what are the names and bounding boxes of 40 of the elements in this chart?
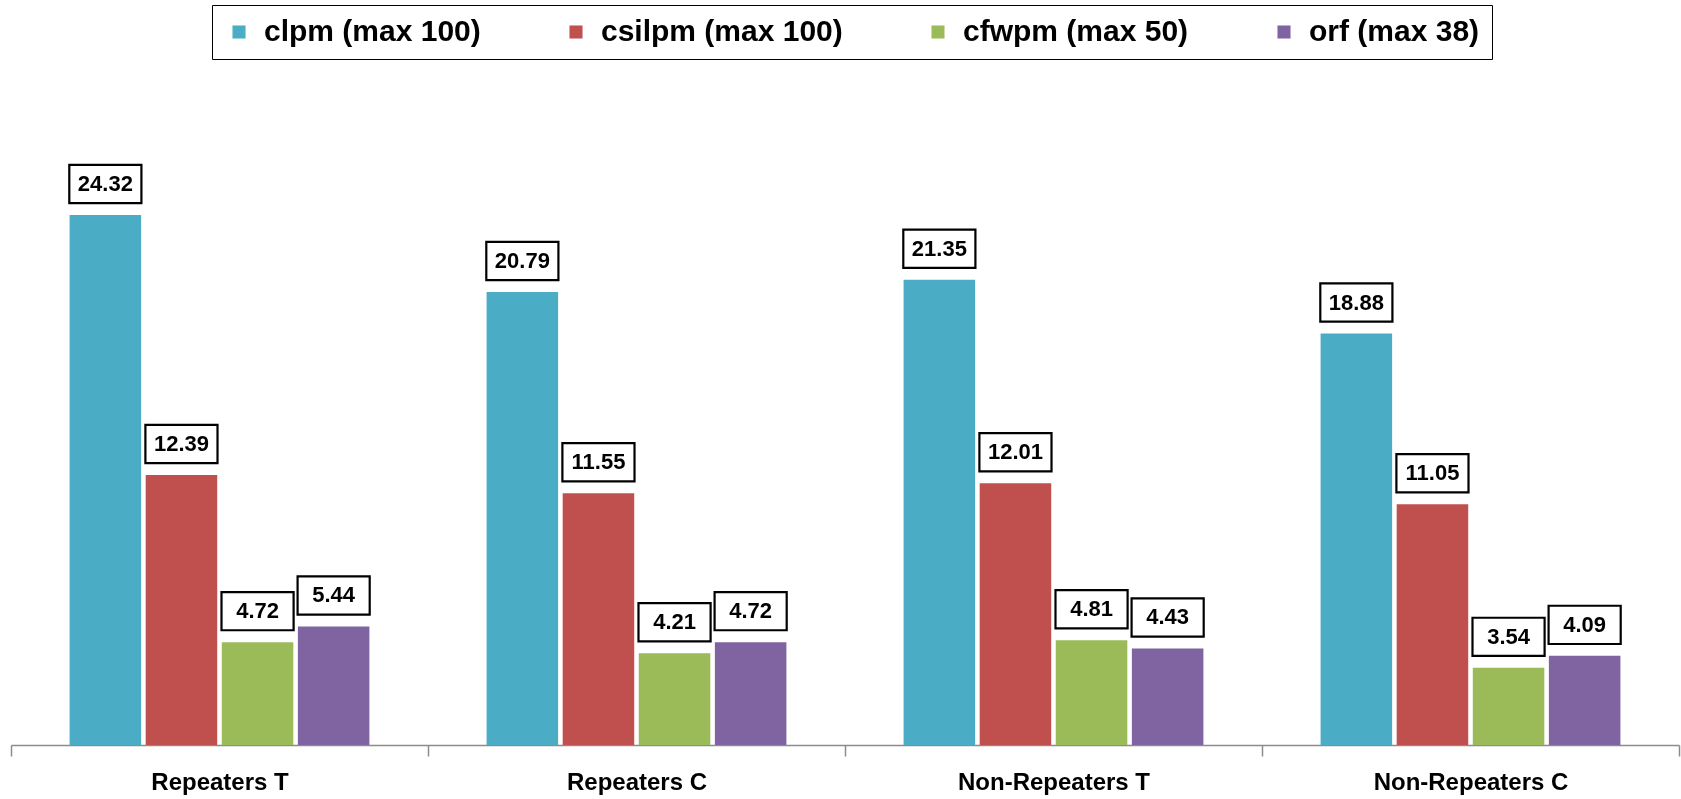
bar	[69, 215, 142, 745]
bar	[1320, 333, 1393, 745]
x-tick-label: Non-Repeaters C	[1373, 767, 1569, 795]
legend-label: orf (max 38)	[1309, 14, 1480, 47]
legend-label: clpm (max 100)	[264, 14, 481, 47]
data-label: 3.54	[1487, 623, 1531, 649]
bar	[1131, 648, 1204, 745]
data-label: 12.01	[987, 439, 1043, 465]
data-label: 12.39	[153, 430, 209, 456]
data-label: 4.43	[1146, 604, 1190, 630]
data-label: 5.44	[312, 582, 356, 608]
bar	[562, 493, 635, 745]
x-tick-label: Repeaters T	[151, 767, 290, 795]
bar	[297, 626, 370, 745]
bar	[638, 653, 711, 745]
bar	[1548, 655, 1621, 745]
data-label: 4.72	[729, 598, 773, 624]
bar	[221, 642, 294, 745]
data-label: 4.72	[236, 598, 279, 624]
bar	[145, 474, 218, 745]
x-tick-label: Repeaters C	[566, 767, 708, 795]
bar	[1055, 640, 1128, 745]
bar	[1396, 504, 1469, 745]
data-label: 24.32	[77, 171, 133, 196]
data-label: 18.88	[1328, 289, 1384, 315]
data-label: 11.05	[1405, 460, 1460, 486]
data-label: 4.81	[1070, 596, 1113, 622]
data-label: 4.21	[653, 609, 696, 635]
bar	[714, 642, 787, 745]
data-label: 4.09	[1563, 611, 1607, 637]
legend-label: cfwpm (max 50)	[963, 14, 1189, 47]
bar	[486, 291, 559, 745]
data-label: 21.35	[911, 235, 967, 261]
bar	[903, 279, 976, 745]
legend-label: csilpm (max 100)	[601, 14, 843, 47]
bar	[979, 483, 1052, 745]
data-label: 20.79	[494, 247, 550, 273]
x-tick-label: Non-Repeaters T	[957, 767, 1151, 795]
data-label: 11.55	[571, 449, 626, 475]
bar	[1472, 667, 1545, 745]
